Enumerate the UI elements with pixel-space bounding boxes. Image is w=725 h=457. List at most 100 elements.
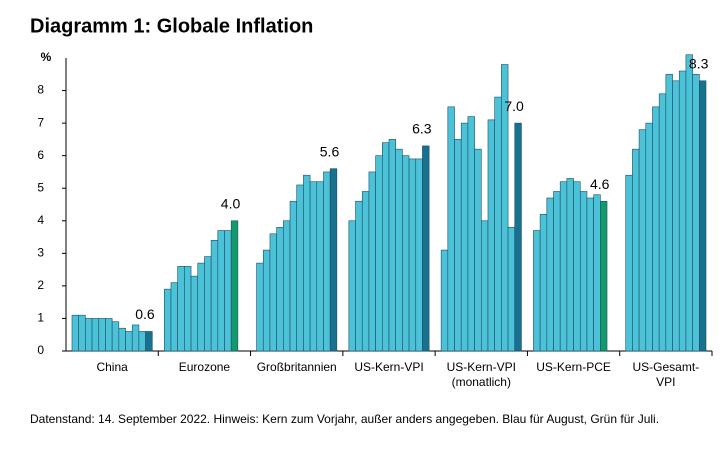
bar bbox=[460, 122, 469, 352]
bar bbox=[402, 155, 410, 352]
bar bbox=[289, 200, 298, 352]
bar bbox=[125, 331, 133, 352]
bar bbox=[329, 168, 338, 352]
bar bbox=[586, 197, 594, 352]
y-tick-label: 4 bbox=[37, 213, 44, 227]
bar bbox=[395, 148, 403, 352]
bar bbox=[382, 142, 390, 352]
bar bbox=[665, 73, 673, 352]
x-tick-label: US-Kern-PCE bbox=[536, 360, 611, 374]
bar bbox=[78, 314, 86, 352]
bar bbox=[539, 213, 548, 352]
bar bbox=[269, 233, 277, 352]
bar bbox=[415, 158, 423, 352]
x-tick-label: (monatlich) bbox=[452, 375, 511, 389]
y-tick-label: 3 bbox=[37, 246, 44, 260]
chart-title: Diagramm 1: Globale Inflation bbox=[30, 15, 313, 37]
value-label: 4.6 bbox=[590, 176, 610, 192]
x-tick-label: US-Kern-VPI bbox=[447, 360, 516, 374]
x-tick-label: Großbritannien bbox=[257, 360, 337, 374]
bar bbox=[177, 266, 185, 352]
bar bbox=[348, 220, 356, 352]
bar bbox=[632, 148, 640, 352]
bar bbox=[145, 331, 153, 352]
bar bbox=[422, 145, 430, 352]
y-tick-label: 0 bbox=[37, 343, 44, 357]
bar bbox=[546, 197, 554, 352]
bar bbox=[217, 230, 225, 352]
y-tick-label: 2 bbox=[37, 278, 44, 292]
bar bbox=[71, 314, 79, 352]
bar bbox=[98, 318, 106, 352]
bar bbox=[309, 181, 318, 352]
bar bbox=[170, 282, 178, 352]
x-tick-label: VPI bbox=[656, 375, 675, 389]
value-label: 4.0 bbox=[221, 195, 241, 211]
bar bbox=[230, 220, 239, 352]
value-label: 0.6 bbox=[135, 306, 155, 322]
y-tick-label: 6 bbox=[37, 148, 44, 162]
bar bbox=[204, 256, 212, 352]
footnote: Datenstand: 14. September 2022. Hinweis:… bbox=[30, 412, 660, 426]
bar bbox=[256, 262, 264, 352]
value-label: 6.3 bbox=[412, 121, 432, 137]
bar bbox=[303, 174, 311, 352]
bar bbox=[283, 220, 291, 352]
bar bbox=[91, 318, 100, 352]
y-tick-label: 7 bbox=[37, 115, 44, 129]
bar bbox=[645, 122, 653, 352]
bar bbox=[355, 200, 363, 352]
bar bbox=[184, 266, 192, 352]
bar bbox=[447, 106, 455, 352]
bar bbox=[494, 96, 502, 352]
bar bbox=[553, 191, 561, 352]
bar bbox=[316, 181, 324, 352]
bar bbox=[699, 80, 707, 352]
bar bbox=[323, 171, 331, 352]
value-label: 7.0 bbox=[504, 98, 524, 114]
bar bbox=[573, 181, 581, 352]
bar bbox=[507, 226, 516, 352]
bar bbox=[501, 64, 509, 352]
bar bbox=[533, 230, 541, 352]
bar bbox=[440, 249, 449, 352]
bar bbox=[388, 139, 396, 352]
bar bbox=[672, 80, 680, 352]
bar bbox=[487, 119, 495, 352]
bar bbox=[625, 174, 633, 352]
bar bbox=[474, 148, 482, 352]
x-tick-label: US-Gesamt- bbox=[633, 360, 700, 374]
y-tick-label: 8 bbox=[37, 83, 44, 97]
bar bbox=[408, 158, 417, 352]
bar bbox=[210, 240, 219, 352]
bar bbox=[454, 139, 462, 352]
y-tick-label: 1 bbox=[37, 311, 44, 325]
bar bbox=[692, 73, 700, 352]
value-label: 5.6 bbox=[320, 143, 340, 159]
bar bbox=[467, 116, 475, 352]
bar bbox=[197, 262, 205, 352]
bar bbox=[361, 191, 370, 352]
bar bbox=[685, 54, 693, 352]
bar bbox=[658, 93, 667, 352]
bar bbox=[678, 70, 687, 352]
x-tick-label: China bbox=[96, 360, 128, 374]
bar bbox=[190, 275, 199, 352]
bar bbox=[163, 288, 172, 352]
bar bbox=[131, 324, 140, 352]
bar bbox=[600, 200, 608, 352]
bar bbox=[579, 191, 588, 352]
bar bbox=[138, 331, 146, 352]
x-tick-label: Eurozone bbox=[179, 360, 231, 374]
bar bbox=[85, 318, 93, 352]
bar bbox=[566, 178, 574, 352]
chart: Diagramm 1: Globale Inflation % 0 1 2 3 4 5 6 7… bbox=[30, 15, 713, 389]
bar bbox=[368, 171, 376, 352]
bar bbox=[105, 318, 113, 352]
bar bbox=[111, 321, 120, 352]
bar bbox=[652, 106, 660, 352]
bar bbox=[118, 327, 126, 352]
bar bbox=[559, 181, 568, 352]
bar bbox=[514, 122, 522, 352]
